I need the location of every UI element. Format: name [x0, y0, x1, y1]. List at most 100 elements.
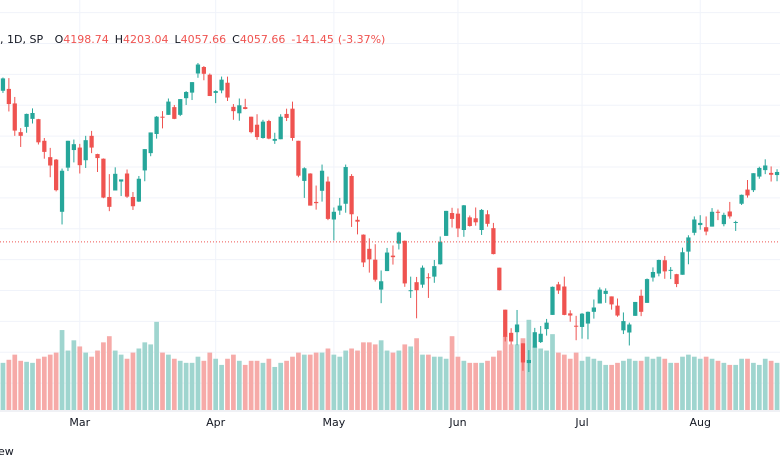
price-pane [0, 62, 780, 373]
candle-body [213, 91, 218, 93]
ohlc-value: 4198.74 [63, 33, 109, 46]
change-pct: (-3.37%) [338, 33, 386, 46]
change: -141.45 [291, 33, 333, 46]
volume-bar [544, 350, 549, 410]
volume-bar [609, 364, 614, 410]
volume-bar [6, 359, 12, 410]
volume-bar [437, 356, 443, 410]
candle-body [574, 325, 579, 327]
volume-bar [124, 358, 130, 410]
candle-body [6, 88, 11, 105]
candle-body [319, 170, 325, 191]
candle-body [349, 175, 354, 215]
candle-body [432, 266, 437, 277]
volume-bar [414, 338, 419, 410]
volume-bar [591, 358, 597, 410]
volume-bar [485, 360, 490, 410]
volume-bar [408, 346, 414, 410]
volume-bar [301, 354, 307, 410]
candle-body [166, 101, 171, 115]
volume-bar [130, 352, 136, 410]
candle-body [615, 305, 620, 316]
volume-bar [721, 362, 727, 410]
volume-bar [431, 356, 437, 410]
candle-body [30, 112, 35, 119]
volume-bar [136, 348, 142, 410]
candle-body [680, 252, 685, 275]
candle-body [745, 189, 750, 196]
candle-body [609, 296, 614, 305]
volume-bar [83, 352, 89, 410]
candle-body [36, 119, 41, 143]
candle-body [361, 234, 366, 263]
candle-body [384, 252, 390, 272]
volume-bar [47, 354, 53, 410]
candle-body [390, 255, 396, 258]
volume-bar [236, 360, 242, 410]
volume-bar [691, 356, 697, 410]
candle-body [727, 211, 732, 217]
x-tick-label: Jun [448, 416, 466, 429]
volume-bar [727, 364, 733, 410]
candle-body [485, 214, 490, 224]
x-tick-label: Mar [69, 416, 90, 429]
candle-body [709, 211, 715, 227]
volume-bar [479, 362, 484, 410]
candle-body [692, 219, 697, 233]
volume-bar [473, 362, 479, 410]
volume-bar [325, 348, 331, 410]
volume-bar [455, 356, 461, 410]
volume-bar [703, 356, 709, 410]
volume-bar [0, 362, 6, 410]
candle-body [603, 290, 608, 294]
candle-body [556, 284, 561, 291]
volume-bar [18, 360, 24, 410]
volume-bar [626, 358, 632, 410]
volume-bar [491, 356, 496, 410]
legend-header: , 1D, SP O4198.74 H4203.04 L4057.66 C4057.6… [0, 33, 385, 46]
candle-body [302, 168, 307, 181]
volume-bar [443, 358, 449, 410]
volume-bar [59, 330, 65, 410]
footer: ew [0, 445, 14, 458]
volume-bar [621, 360, 626, 410]
candle-body [455, 213, 461, 229]
candle-body [597, 289, 602, 304]
volume-bar [361, 342, 366, 410]
x-tick-label: Jul [574, 416, 588, 429]
volume-bar [95, 350, 100, 410]
ohlc: O4198.74 H4203.04 L4057.66 C4057.66 -141.45(… [55, 33, 386, 46]
volume-bar [520, 338, 526, 410]
candle-body [65, 140, 71, 168]
candle-body [107, 196, 112, 207]
candle-body [101, 158, 106, 198]
volume-bar [579, 360, 585, 410]
volume-bar [142, 342, 148, 410]
candle-body [195, 64, 201, 74]
volume-bar [774, 362, 780, 410]
candle-body [189, 82, 195, 93]
candle-body [769, 172, 774, 175]
ohlc-value: 4057.66 [181, 33, 227, 46]
candle-body [503, 309, 508, 337]
candle-body [184, 92, 189, 99]
candle-body [426, 277, 431, 279]
volume-bar [337, 356, 343, 410]
volume-bar [739, 358, 744, 410]
volume-bar [195, 356, 201, 410]
candle-body [308, 173, 313, 206]
volume-bar [632, 360, 638, 410]
volume-bar [733, 364, 739, 410]
candle-body [24, 113, 29, 127]
candle-body [509, 332, 514, 342]
volume-bar [508, 344, 514, 410]
candle-body [0, 78, 6, 91]
candle-body [650, 271, 656, 278]
candle-body [231, 106, 236, 112]
candle-body [704, 227, 709, 232]
candle-body [243, 107, 248, 109]
candle-body [538, 333, 543, 343]
candle-body [698, 222, 703, 226]
volume-bar [225, 358, 230, 410]
